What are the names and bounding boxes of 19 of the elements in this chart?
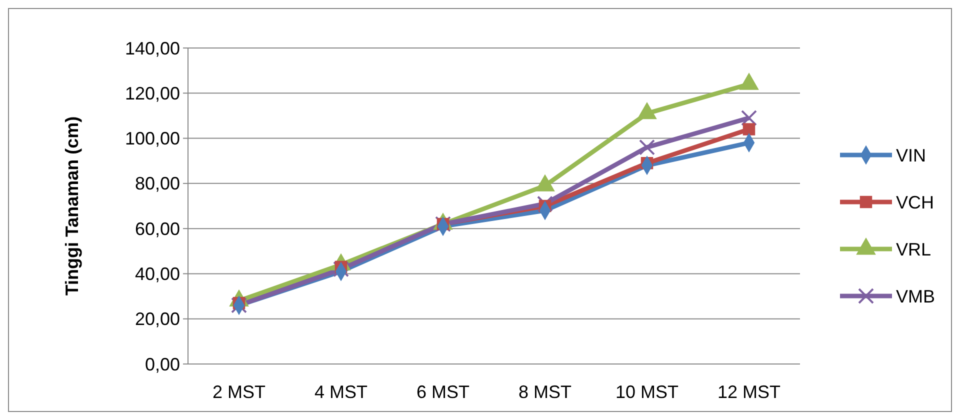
y-tick-label: 80,00 — [134, 174, 180, 194]
x-tick-label: 6 MST — [416, 382, 470, 402]
x-tick-label: 2 MST — [212, 382, 266, 402]
x-tick-label: 8 MST — [518, 382, 572, 402]
y-tick-label: 60,00 — [134, 218, 180, 239]
legend-label: VCH — [896, 192, 934, 212]
y-tick-label: 0,00 — [144, 354, 180, 374]
y-axis-title: Tinggi Tanaman (cm) — [62, 116, 82, 296]
legend-label: VMB — [896, 286, 936, 306]
y-tick-label: 100,00 — [124, 128, 180, 149]
x-tick-label: 10 MST — [615, 382, 679, 402]
y-tick-label: 40,00 — [134, 264, 180, 284]
y-tick-label: 140,00 — [124, 38, 180, 58]
x-tick-label: 4 MST — [314, 382, 368, 402]
y-tick-label: 20,00 — [134, 309, 180, 330]
legend-label: VRL — [896, 239, 932, 260]
x-tick-label: 12 MST — [717, 382, 781, 402]
legend-label: VIN — [896, 145, 926, 166]
y-tick-label: 120,00 — [124, 83, 180, 104]
